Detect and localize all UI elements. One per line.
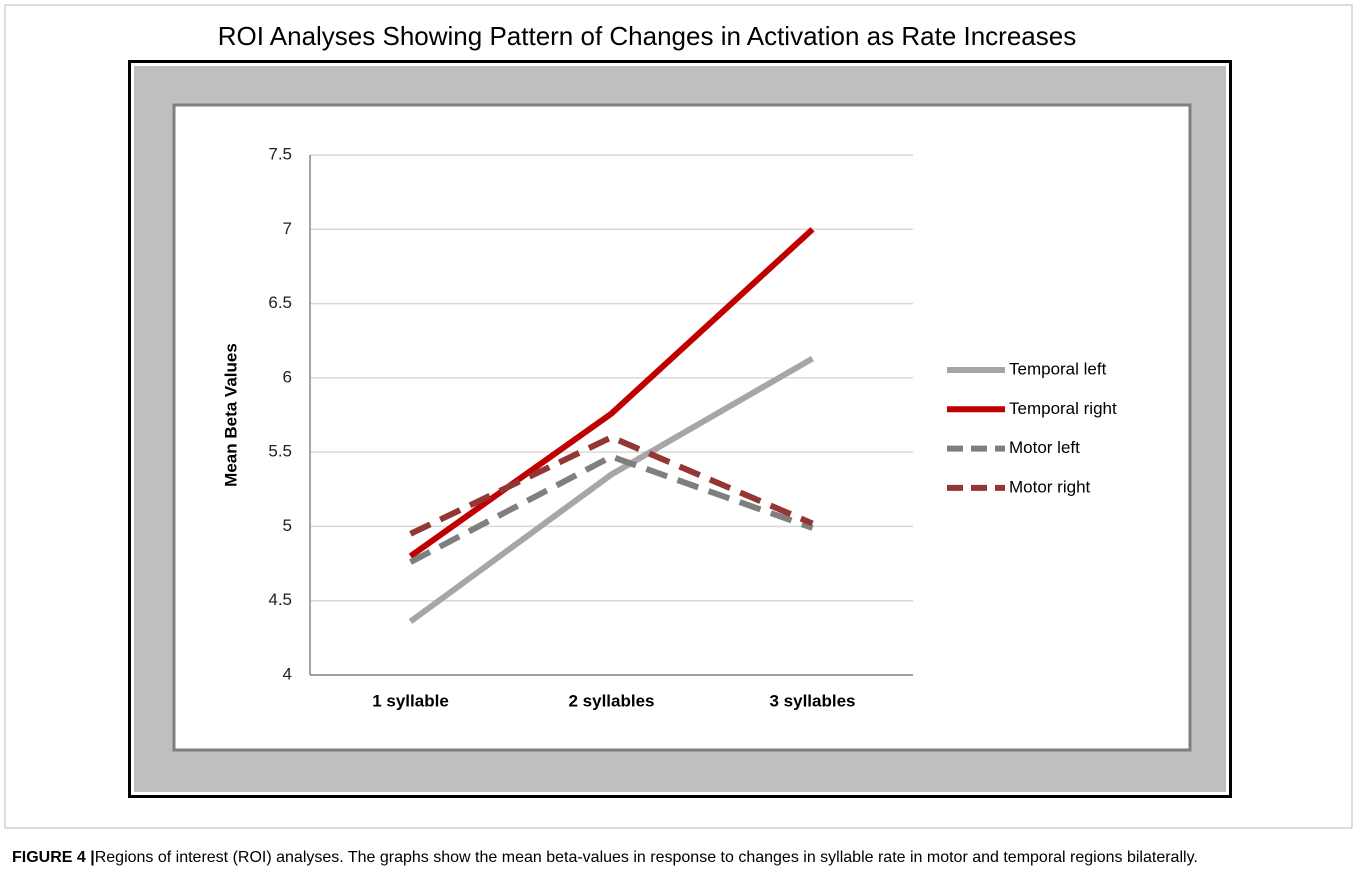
y-tick-label: 7.5 <box>268 144 292 163</box>
y-tick-label: 6.5 <box>268 293 292 312</box>
legend-label: Temporal right <box>1009 399 1117 418</box>
y-tick-label: 5 <box>283 516 292 535</box>
x-tick-label: 1 syllable <box>372 691 449 710</box>
y-tick-label: 7 <box>283 219 292 238</box>
legend-label: Motor left <box>1009 438 1080 457</box>
y-axis-label: Mean Beta Values <box>221 343 240 487</box>
x-tick-label: 2 syllables <box>568 691 654 710</box>
series-line <box>408 227 815 559</box>
caption-text: Regions of interest (ROI) analyses. The … <box>95 849 1198 866</box>
y-tick-label: 6 <box>283 367 292 386</box>
y-tick-label: 5.5 <box>268 442 292 461</box>
legend-label: Temporal left <box>1009 359 1107 378</box>
y-tick-label: 4 <box>283 664 292 683</box>
caption-label: FIGURE 4 | <box>12 849 95 866</box>
series-line <box>409 433 814 537</box>
series-line <box>408 355 814 624</box>
x-tick-label: 3 syllables <box>769 691 855 710</box>
legend-label: Motor right <box>1009 477 1091 496</box>
plot-panel <box>172 103 1192 752</box>
series-line <box>409 453 814 565</box>
chart-title: ROI Analyses Showing Pattern of Changes … <box>218 21 1076 51</box>
y-tick-label: 4.5 <box>268 590 292 609</box>
caption: FIGURE 4 |Regions of interest (ROI) anal… <box>12 849 1198 866</box>
